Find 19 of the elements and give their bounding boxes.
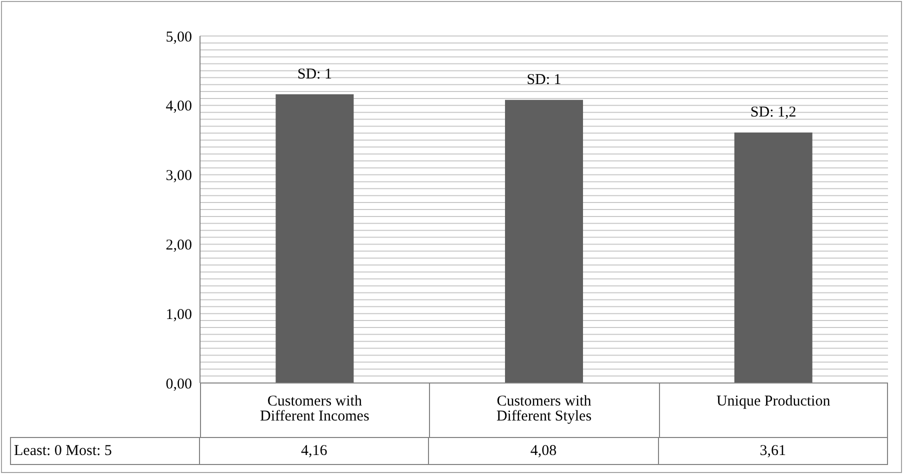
x-tick-label: Customers with Different Styles [496, 394, 592, 425]
x-tick-label: Customers with Different Incomes [260, 394, 370, 425]
annotation: SD: 1 [297, 66, 332, 82]
x-tick-label: Unique Production [716, 394, 831, 410]
y-tick-label: 1,00 [166, 306, 192, 323]
annotation: SD: 1,2 [750, 104, 796, 120]
annotation: SD: 1 [526, 72, 562, 88]
data-label: 3,61 [658, 437, 888, 465]
y-tick-label: 4,00 [166, 98, 192, 115]
y-tick-label: 5,00 [166, 29, 192, 46]
y-tick-label: 3,00 [166, 168, 192, 184]
text: Least: 0 Most: 5 [10, 437, 200, 465]
data-label: 4,08 [429, 437, 659, 465]
bar [734, 132, 812, 383]
bar [505, 100, 584, 383]
y-tick-label: 0,00 [166, 376, 192, 392]
bar [276, 94, 354, 383]
y-tick-label: 2,00 [166, 238, 192, 254]
data-label: 4,16 [200, 437, 430, 465]
